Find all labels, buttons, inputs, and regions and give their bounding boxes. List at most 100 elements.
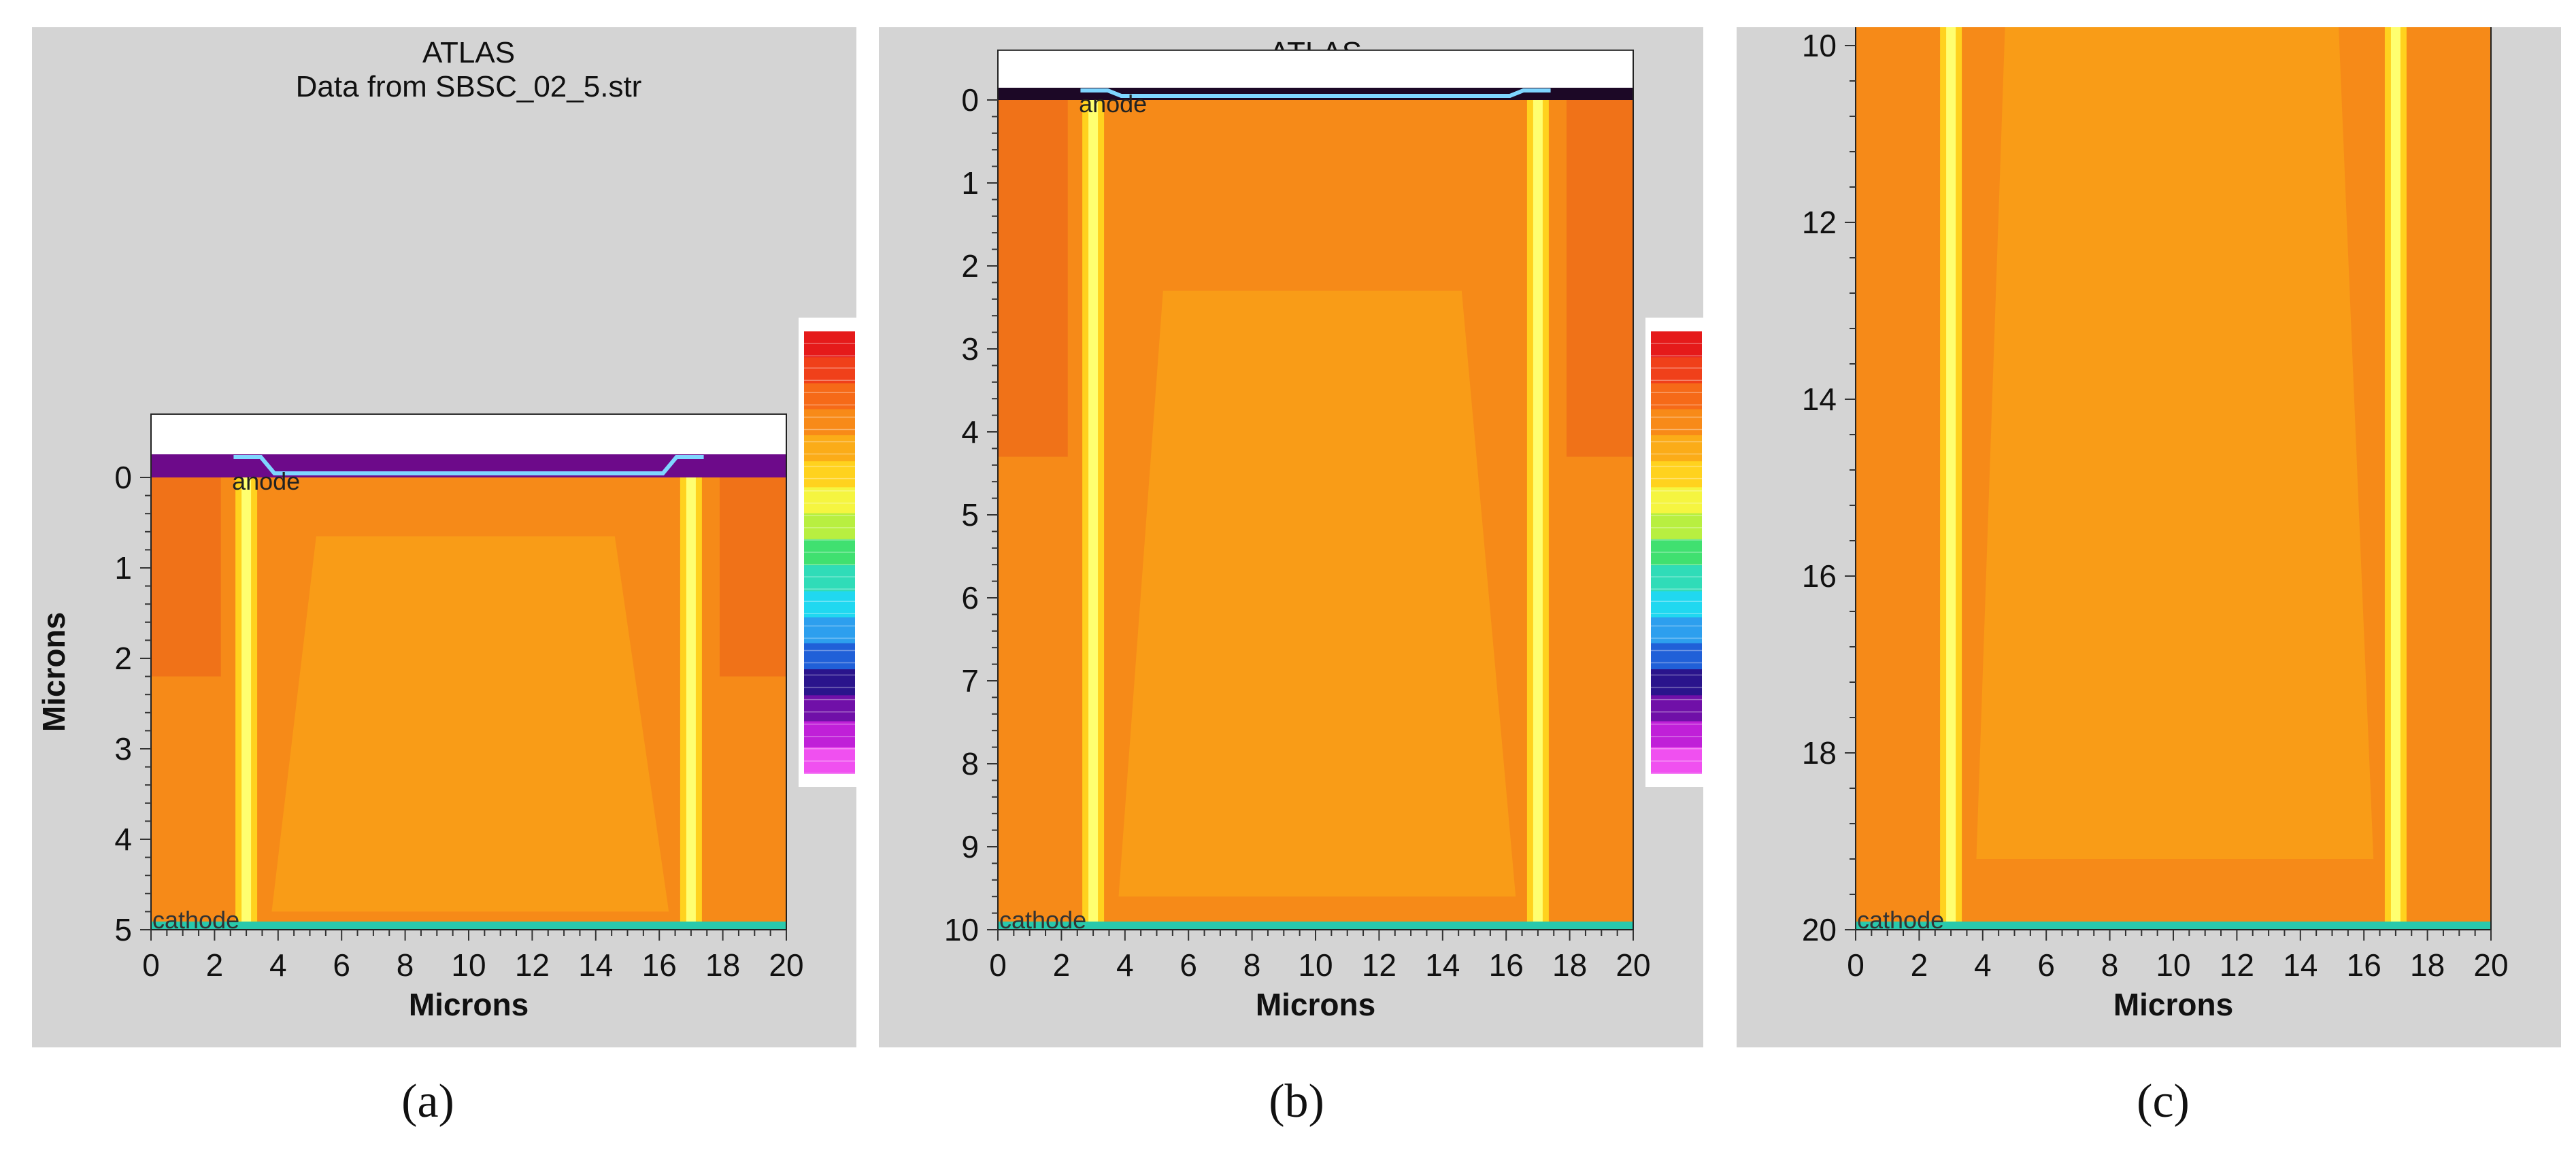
y-tick-label: 9 [961, 829, 979, 864]
colorbar-swatch [804, 643, 855, 671]
x-tick-label: 4 [269, 947, 287, 983]
colorbar-swatch [804, 565, 855, 592]
x-tick-label: 4 [1974, 947, 1992, 983]
x-tick-label: 12 [1362, 947, 1396, 983]
panel-a: ATLAS Data from SBSC_02_5.str anode cathode… [32, 27, 856, 1047]
y-tick-label: 5 [961, 497, 979, 533]
field-region-low [1976, 27, 2374, 859]
field-region-low [1118, 290, 1516, 897]
x-tick-label: 0 [142, 947, 160, 983]
y-tick-label: 12 [1802, 205, 1837, 240]
x-tick-label: 8 [2101, 947, 2119, 983]
x-tick-label: 8 [397, 947, 414, 983]
colorbar-swatch [804, 721, 855, 748]
colorbar-swatch [1651, 643, 1702, 671]
y-tick-label: 4 [961, 414, 979, 450]
subfigure-label-c: (c) [2137, 1075, 2190, 1128]
x-tick-label: 18 [705, 947, 740, 983]
y-tick-label: 8 [961, 746, 979, 781]
colorbar-swatch [1651, 721, 1702, 748]
y-tick-label: 14 [1802, 382, 1837, 417]
field-column-core-2 [2390, 27, 2401, 930]
x-tick-label: 16 [2347, 947, 2381, 983]
x-tick-label: 18 [2410, 947, 2445, 983]
x-tick-label: 20 [2473, 947, 2508, 983]
x-tick-label: 20 [1616, 947, 1650, 983]
colorbar-swatch [804, 357, 855, 384]
colorbar-swatch [1651, 331, 1702, 358]
cathode-contact [1856, 922, 2491, 930]
x-tick-label: 14 [578, 947, 613, 983]
field-column-core-1 [1088, 100, 1099, 930]
cathode-contact [151, 922, 786, 930]
colorbar-swatch [1651, 539, 1702, 567]
y-tick-label: 0 [961, 82, 979, 118]
colorbar-swatch [1651, 591, 1702, 618]
colorbar-swatch [1651, 695, 1702, 722]
field-column-core-1 [1946, 27, 1956, 930]
y-tick-label: 20 [1802, 912, 1837, 947]
colorbar-swatch [1651, 513, 1702, 540]
x-tick-label: 16 [642, 947, 677, 983]
x-tick-label: 0 [989, 947, 1007, 983]
subfigure-label-b: (b) [1269, 1075, 1324, 1128]
y-tick-label: 4 [114, 822, 132, 857]
field-column-core-2 [686, 477, 696, 930]
x-tick-label: 6 [2037, 947, 2055, 983]
colorbar-swatch [1651, 435, 1702, 462]
anode-contact [233, 455, 704, 475]
x-tick-label: 14 [1425, 947, 1460, 983]
anode-label: anode [1079, 90, 1147, 118]
colorbar-swatch [804, 461, 855, 488]
chart-title: ATLAS [422, 36, 515, 69]
x-axis-label: Microns [2113, 987, 2233, 1022]
y-tick-label: 1 [961, 165, 979, 201]
y-tick-label: 0 [114, 460, 132, 495]
colorbar-swatch [1651, 617, 1702, 644]
x-tick-label: 12 [2220, 947, 2254, 983]
x-tick-label: 0 [1847, 947, 1864, 983]
field-region-high-right [1566, 100, 1633, 457]
x-tick-label: 12 [515, 947, 550, 983]
colorbar-swatch [804, 409, 855, 436]
y-axis-label: Microns [36, 612, 71, 732]
y-tick-label: 16 [1802, 558, 1837, 594]
colorbar-swatch [804, 617, 855, 644]
x-tick-label: 4 [1116, 947, 1134, 983]
x-tick-label: 14 [2283, 947, 2318, 983]
y-tick-label: 2 [114, 641, 132, 676]
colorbar-swatch [804, 513, 855, 540]
colorbar-swatch [1651, 409, 1702, 436]
colorbar-swatch [1651, 357, 1702, 384]
field-column-core-1 [241, 477, 252, 930]
x-tick-label: 10 [2156, 947, 2190, 983]
y-tick-label: 2 [961, 248, 979, 284]
x-tick-label: 16 [1489, 947, 1524, 983]
colorbar-swatch [1651, 461, 1702, 488]
y-tick-label: 3 [114, 731, 132, 766]
colorbar: 21.217.714.210.67.083.540 [799, 318, 856, 787]
x-tick-label: 18 [1552, 947, 1587, 983]
colorbar-swatch [1651, 487, 1702, 514]
anode-label: anode [232, 467, 300, 495]
x-tick-label: 6 [1180, 947, 1197, 983]
chart-subtitle: Data from SBSC_02_5.str [296, 70, 642, 103]
colorbar-swatch [804, 383, 855, 410]
y-tick-label: 6 [961, 580, 979, 616]
colorbar-swatch [1651, 565, 1702, 592]
x-tick-label: 10 [451, 947, 486, 983]
colorbar-swatch [1651, 669, 1702, 696]
x-tick-label: 2 [206, 947, 224, 983]
y-tick-label: 5 [114, 912, 132, 947]
y-tick-label: 10 [944, 912, 979, 947]
x-tick-label: 20 [769, 947, 803, 983]
colorbar-swatch [804, 539, 855, 567]
